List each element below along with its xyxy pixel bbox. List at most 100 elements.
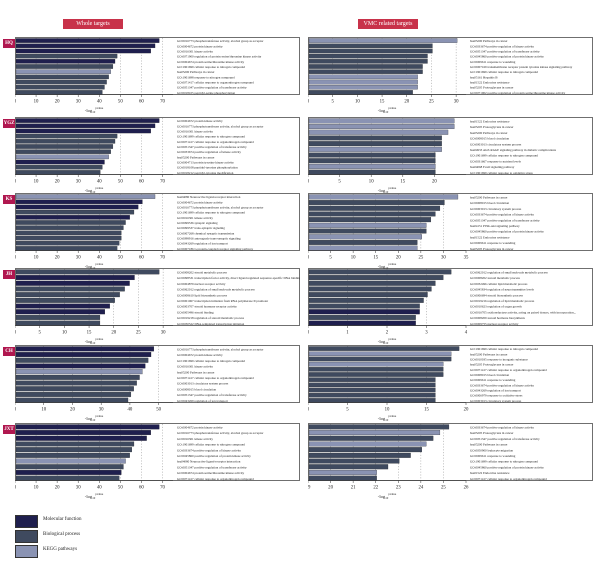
- x-tick-label: 50: [118, 180, 123, 185]
- category-label: GO:0016301 kinase activity: [177, 437, 213, 441]
- category-label: GO:0007186 G protein-coupled receptor si…: [177, 247, 253, 251]
- x-tick-label: 10: [41, 408, 46, 413]
- x-tick-label: 15: [400, 180, 405, 185]
- x-tick-label: 20: [55, 486, 60, 491]
- x-tick-label: 70: [160, 100, 165, 105]
- category-label: GO:0045860 positive regulation of protei…: [470, 55, 544, 59]
- bar: [308, 118, 455, 124]
- x-tick-label: 30: [76, 256, 81, 261]
- x-tick-label: 25: [441, 486, 446, 491]
- category-label: GO:1901699 cellular response to nitrogen…: [177, 135, 245, 139]
- category-label: hsa05205 Proteoglycans in cancer: [470, 247, 514, 251]
- bar: [15, 69, 111, 74]
- category-label: GO:0062012 regulation of small molecule …: [470, 270, 548, 274]
- category-label: hsa04080 Neuroactive ligand-receptor int…: [177, 195, 241, 199]
- x-tick-label: 30: [441, 256, 446, 261]
- category-label: GO:0016773 phosphotransferase activity, …: [177, 347, 264, 352]
- bar: [15, 74, 109, 80]
- bar: [15, 369, 143, 375]
- bar: [308, 84, 418, 90]
- x-tick-label: 20: [111, 331, 116, 336]
- x-axis-label: -log10pvalue: [85, 414, 104, 422]
- category-label: hsa04080 Neuroactive ligand-receptor int…: [177, 460, 241, 464]
- category-label: GO:0030522 DNA-templated transcription i…: [177, 322, 245, 326]
- bar: [308, 228, 427, 234]
- bar: [308, 275, 444, 281]
- bar: [308, 269, 452, 275]
- bar: [308, 392, 436, 398]
- bar: [15, 53, 118, 59]
- x-tick-label: 10: [34, 180, 39, 185]
- category-label: GO:0004674 protein serine/threonine kina…: [177, 60, 245, 64]
- bar: [15, 123, 156, 129]
- category-label: GO:0003013 circulatory system process: [177, 382, 229, 386]
- bar: [308, 222, 427, 228]
- bar: [15, 118, 160, 123]
- x-tick-label: 35: [464, 256, 469, 261]
- bar: [308, 320, 416, 326]
- x-tick-label: 0: [15, 256, 17, 261]
- x-tick-label: 4: [465, 331, 468, 336]
- bar: [15, 128, 151, 134]
- x-tick-label: 70: [160, 256, 165, 261]
- category-label: hsa04151 PI3K-Akt signaling pathway: [470, 224, 520, 228]
- bar: [15, 220, 126, 225]
- bar: [308, 141, 442, 147]
- bar-chart-ks-vmc: hsa05200 Pathways in cancer GO:0008015 bl…: [308, 193, 593, 270]
- bar: [308, 435, 434, 441]
- bar: [15, 269, 160, 275]
- category-label: GO:0051347 positive regulation of transf…: [470, 437, 540, 441]
- x-tick-label: 5: [338, 180, 341, 185]
- bar: [15, 447, 132, 453]
- herb-tag: JH: [3, 270, 15, 279]
- bar: [308, 64, 423, 69]
- category-label: GO:0007268 chemical synaptic transmissio…: [177, 231, 235, 235]
- category-label: hsa05205 Proteoglycans in cancer: [470, 86, 514, 90]
- category-label: GO:0043269 regulation of ion transport: [177, 242, 228, 246]
- bar: [308, 280, 436, 286]
- bar-chart-ks-whole: hsa04080 Neuroactive ligand-receptor int…: [15, 193, 300, 270]
- category-label: hsa01522 Endocrine resistance: [470, 81, 510, 85]
- category-label: GO:0003013 circulatory system process: [470, 399, 522, 403]
- herb-tag: KS: [3, 195, 15, 204]
- category-label: hsa04933 AGE-RAGE signaling pathway in d…: [470, 148, 557, 152]
- category-label: GO:0051347 positive regulation of transf…: [177, 393, 247, 397]
- x-tick-label: 0: [15, 180, 17, 185]
- x-tick-label: 10: [385, 408, 390, 413]
- category-label: GO:0008015 blood circulation: [177, 387, 217, 391]
- bar: [308, 424, 450, 430]
- category-label: GO:0043269 regulation of ion transport: [177, 399, 228, 403]
- bar: [15, 464, 124, 470]
- x-tick-label: 10: [369, 180, 374, 185]
- category-label: GO:0004879 nuclear receptor activity: [177, 282, 226, 286]
- bar: [15, 59, 116, 64]
- category-label: GO:0033674 positive regulation of kinase…: [177, 150, 241, 154]
- bar: [308, 372, 444, 377]
- category-label: GO:0071417 cellular response to organoni…: [177, 376, 254, 380]
- bar-chart-jxt-whole: GO:0004672 protein kinase activity GO:001…: [15, 423, 300, 500]
- category-label: GO:0004672 protein kinase activity: [177, 425, 223, 429]
- x-axis-label: -log10pvalue: [85, 186, 104, 194]
- category-label: GO:0010035 response to inorganic substan…: [470, 357, 528, 361]
- x-tick-label: 20: [55, 100, 60, 105]
- x-tick-label: 1: [346, 331, 349, 336]
- bar: [308, 217, 432, 223]
- x-tick-label: 0: [15, 331, 17, 336]
- bar: [15, 386, 134, 392]
- bar: [308, 158, 436, 164]
- bar: [15, 452, 130, 458]
- category-label: GO:0033674 positive regulation of kinase…: [470, 44, 534, 48]
- legend-item-molecular-function: Molecular function: [15, 515, 215, 528]
- x-axis-label: -log10pvalue: [85, 337, 104, 345]
- bar: [15, 139, 116, 144]
- category-label: hsa05200 Pathways in cancer: [470, 131, 509, 135]
- bar: [308, 90, 413, 95]
- x-axis-label: -log10pvalue: [378, 186, 397, 194]
- bar: [15, 240, 120, 246]
- x-axis-label: -log10pvalue: [85, 106, 104, 114]
- header-vmc-related-targets: VMC related targets: [358, 19, 418, 29]
- x-tick-label: 30: [76, 100, 81, 105]
- x-tick-label: 20: [464, 408, 469, 413]
- bar: [308, 129, 449, 135]
- bar: [15, 469, 122, 475]
